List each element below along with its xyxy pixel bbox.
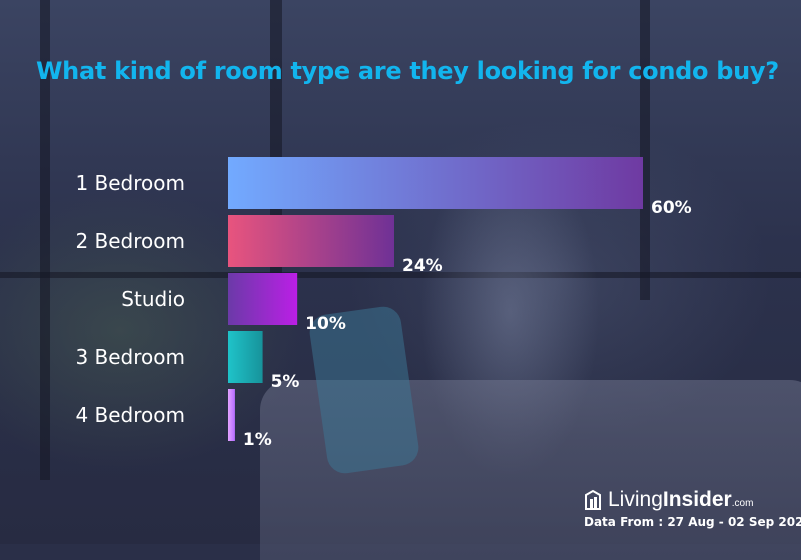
window-sill <box>0 272 801 278</box>
bar-2-bedroom <box>228 215 394 267</box>
bar-studio <box>228 273 298 325</box>
bar-4-bedroom <box>228 389 235 441</box>
brand-name-light: Living <box>608 488 663 511</box>
brand-name: LivingInsider.com <box>608 488 753 512</box>
category-label: 1 Bedroom <box>75 171 185 195</box>
brand-name-bold: Insider <box>662 488 732 511</box>
category-label: 2 Bedroom <box>75 229 185 253</box>
bar-3-bedroom <box>228 331 263 383</box>
brand-logo: LivingInsider.com <box>584 488 753 512</box>
category-label: Studio <box>121 287 185 311</box>
value-label: 5% <box>271 372 300 392</box>
data-source-note: Data From : 27 Aug - 02 Sep 2022 <box>584 515 801 529</box>
brand-domain: .com <box>731 498 754 509</box>
category-label: 4 Bedroom <box>75 403 185 427</box>
value-label: 24% <box>402 256 443 276</box>
window-frame-left <box>40 0 50 480</box>
value-label: 10% <box>305 314 346 334</box>
value-label: 1% <box>243 430 272 450</box>
bar-chart: 1 Bedroom 60% 2 Bedroom 24% Studio 10% 3 Bedro… <box>75 157 692 450</box>
chart-title: What kind of room type are they looking … <box>36 57 779 85</box>
window-frame-mid <box>270 0 282 280</box>
window-frame-right <box>640 0 650 300</box>
bar-1-bedroom <box>228 157 643 209</box>
building-icon <box>585 489 601 510</box>
category-label: 3 Bedroom <box>75 345 185 369</box>
value-label: 60% <box>651 198 692 218</box>
